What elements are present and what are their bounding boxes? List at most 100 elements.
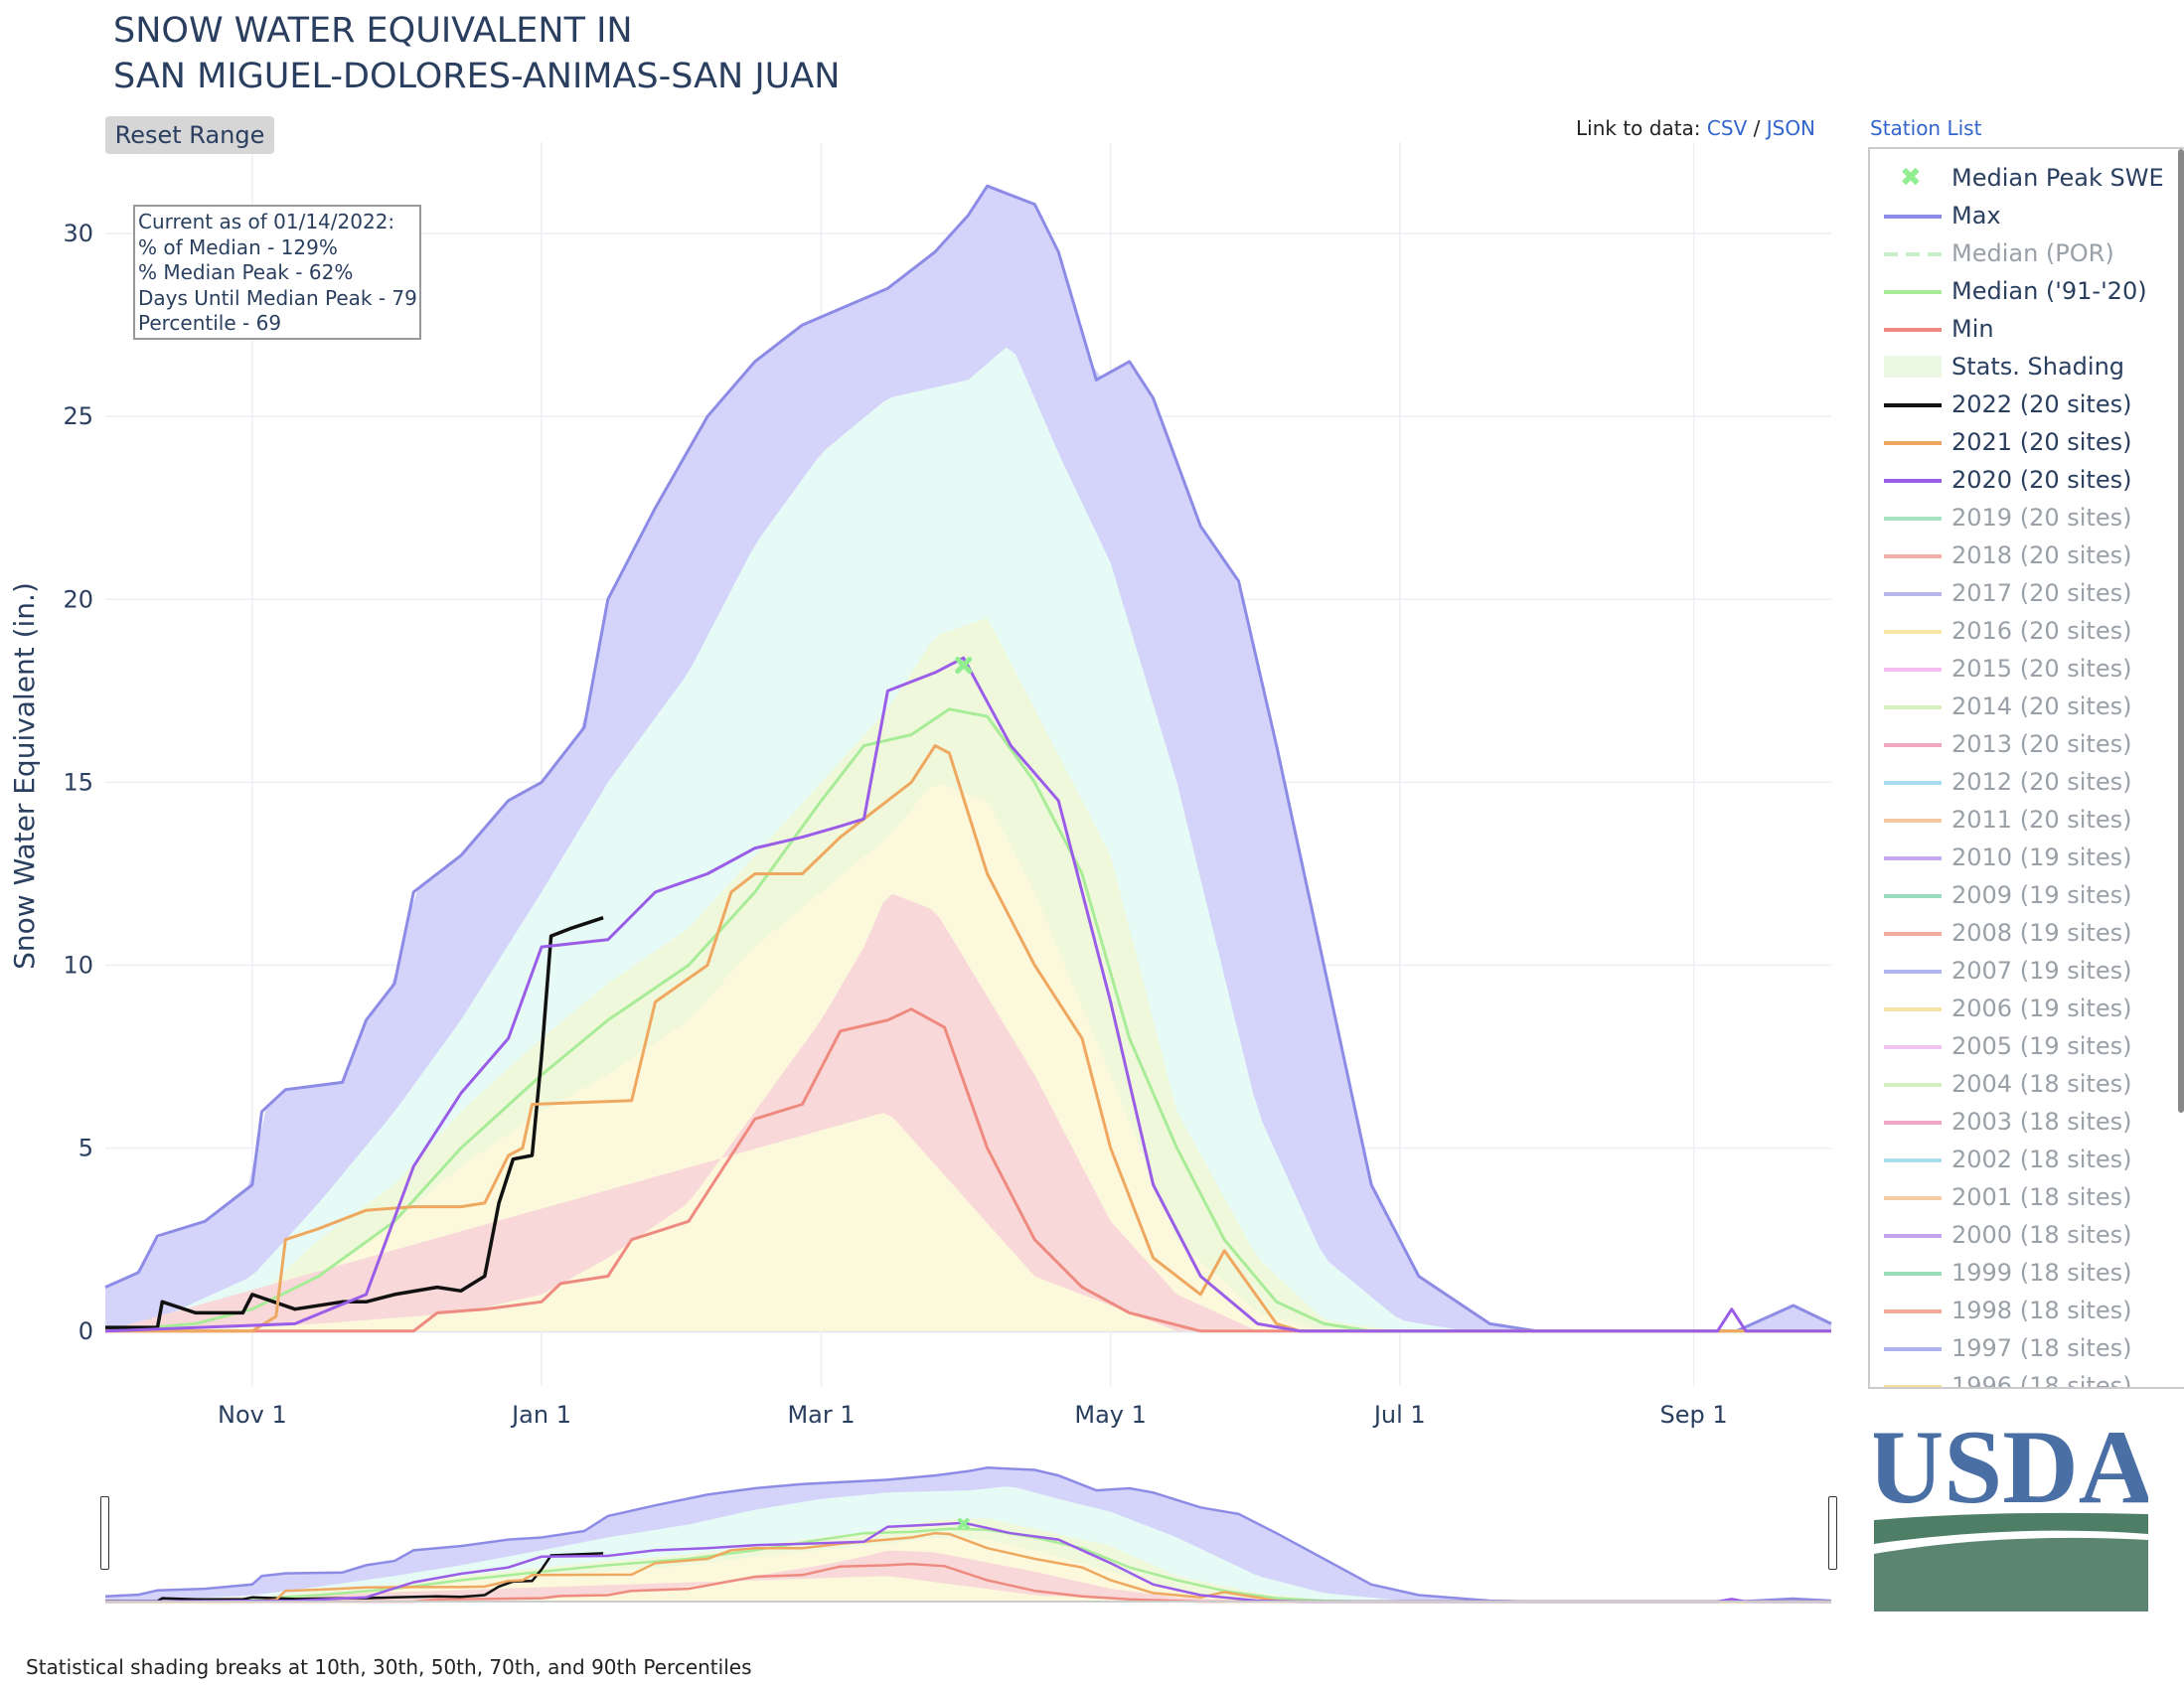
legend-label: 2002 (18 sites): [1951, 1146, 2132, 1173]
current-status-box: Current as of 01/14/2022: % of Median - …: [133, 205, 421, 340]
legend-swatch: [1884, 479, 1942, 483]
usda-logo: USDA: [1874, 1417, 2148, 1611]
legend-label: 2017 (20 sites): [1951, 579, 2132, 607]
legend-item[interactable]: ✖ Median Peak SWE: [1870, 159, 2184, 197]
legend-swatch: [1884, 1045, 1942, 1049]
legend-label: Median ('91-'20): [1951, 277, 2147, 305]
legend-label: 2020 (20 sites): [1951, 466, 2132, 494]
legend-label: 2003 (18 sites): [1951, 1108, 2132, 1136]
legend-label: 2019 (20 sites): [1951, 504, 2132, 532]
legend-item[interactable]: 2007 (19 sites): [1870, 952, 2184, 990]
legend-item[interactable]: 2017 (20 sites): [1870, 574, 2184, 612]
range-slider-left-handle[interactable]: [100, 1496, 109, 1570]
legend-swatch: [1884, 290, 1942, 294]
x-tick-label: May 1: [1074, 1401, 1147, 1429]
legend-item[interactable]: Median (POR): [1870, 234, 2184, 272]
range-slider-line: [104, 1527, 1831, 1604]
legend-item[interactable]: 2012 (20 sites): [1870, 763, 2184, 801]
chart-legend: ✖ Median Peak SWE Max Median (POR) Median ('…: [1868, 147, 2184, 1389]
legend-item[interactable]: 2006 (19 sites): [1870, 990, 2184, 1027]
legend-swatch: [1884, 1347, 1942, 1351]
station-list-link[interactable]: Station List: [1870, 116, 1982, 140]
legend-item[interactable]: 2013 (20 sites): [1870, 725, 2184, 763]
series-line: [105, 1007, 1831, 1333]
legend-swatch: [1884, 894, 1942, 898]
legend-label: 2007 (19 sites): [1951, 957, 2132, 985]
legend-label: 2022 (20 sites): [1951, 390, 2132, 418]
legend-swatch: [1884, 1007, 1942, 1011]
usda-logo-text: USDA: [1874, 1417, 2148, 1525]
range-slider[interactable]: [104, 1460, 1832, 1604]
legend-item[interactable]: 2005 (19 sites): [1870, 1027, 2184, 1065]
legend-swatch: [1884, 441, 1942, 445]
series-line: [105, 744, 1831, 1333]
x-marker-icon: ✖: [1900, 163, 1922, 193]
legend-label: 1997 (18 sites): [1951, 1334, 2132, 1362]
legend-item[interactable]: 1997 (18 sites): [1870, 1329, 2184, 1367]
csv-link[interactable]: CSV: [1706, 116, 1748, 140]
json-link[interactable]: JSON: [1766, 116, 1816, 140]
range-slider-line: [105, 1562, 1831, 1604]
y-tick-label: 10: [63, 952, 93, 980]
legend-swatch: [1884, 932, 1942, 936]
legend-label: 2005 (19 sites): [1951, 1032, 2132, 1060]
reset-range-button[interactable]: Reset Range: [105, 116, 274, 154]
legend-swatch: [1884, 403, 1942, 407]
legend-label: Median Peak SWE: [1951, 164, 2164, 192]
legend-label: Max: [1951, 202, 2001, 230]
legend-item[interactable]: 2003 (18 sites): [1870, 1103, 2184, 1141]
legend-item[interactable]: 2014 (20 sites): [1870, 688, 2184, 725]
legend-item[interactable]: 2018 (20 sites): [1870, 537, 2184, 574]
legend-swatch: [1884, 630, 1942, 634]
legend-scrollbar[interactable]: [2178, 149, 2184, 1113]
legend-label: 2008 (19 sites): [1951, 919, 2132, 947]
legend-label: 1996 (18 sites): [1951, 1372, 2132, 1389]
legend-item[interactable]: 2001 (18 sites): [1870, 1178, 2184, 1216]
legend-label: 2018 (20 sites): [1951, 541, 2132, 569]
range-slider-line: [105, 1531, 1831, 1604]
legend-item[interactable]: 1998 (18 sites): [1870, 1292, 2184, 1329]
legend-swatch: [1884, 1385, 1942, 1387]
series-line: [105, 916, 604, 1329]
info-line: Percentile - 69: [138, 311, 282, 335]
link-to-data-label: Link to data:: [1576, 116, 1701, 140]
x-tick-label: Sep 1: [1660, 1401, 1728, 1429]
legend-item[interactable]: 2016 (20 sites): [1870, 612, 2184, 650]
legend-item[interactable]: 2004 (18 sites): [1870, 1065, 2184, 1103]
legend-item[interactable]: Max: [1870, 197, 2184, 234]
legend-item[interactable]: Median ('91-'20): [1870, 272, 2184, 310]
legend-label: 2016 (20 sites): [1951, 617, 2132, 645]
legend-item[interactable]: 2011 (20 sites): [1870, 801, 2184, 839]
legend-label: Median (POR): [1951, 239, 2114, 267]
legend-item[interactable]: 2008 (19 sites): [1870, 914, 2184, 952]
legend-item[interactable]: 2019 (20 sites): [1870, 499, 2184, 537]
legend-item[interactable]: 2002 (18 sites): [1870, 1141, 2184, 1178]
legend-label: 2011 (20 sites): [1951, 806, 2132, 834]
legend-item[interactable]: 2010 (19 sites): [1870, 839, 2184, 876]
series-line: [104, 184, 1832, 1333]
info-line: % of Median - 129%: [138, 234, 338, 259]
legend-item[interactable]: 2021 (20 sites): [1870, 423, 2184, 461]
legend-item[interactable]: 2022 (20 sites): [1870, 385, 2184, 423]
legend-swatch: [1884, 1196, 1942, 1200]
legend-swatch: [1884, 743, 1942, 747]
legend-item[interactable]: 2000 (18 sites): [1870, 1216, 2184, 1254]
legend-item[interactable]: 2020 (20 sites): [1870, 461, 2184, 499]
legend-label: 2000 (18 sites): [1951, 1221, 2132, 1249]
legend-item[interactable]: 2015 (20 sites): [1870, 650, 2184, 688]
legend-label: 1999 (18 sites): [1951, 1259, 2132, 1287]
data-links: Link to data: CSV / JSON: [1576, 114, 1815, 142]
legend-swatch: [1884, 970, 1942, 974]
median-peak-marker: [955, 657, 973, 675]
legend-item[interactable]: 2009 (19 sites): [1870, 876, 2184, 914]
legend-label: 2009 (19 sites): [1951, 881, 2132, 909]
legend-swatch: [1884, 592, 1942, 596]
legend-item[interactable]: Min: [1870, 310, 2184, 348]
y-tick-label: 5: [78, 1135, 93, 1162]
legend-item[interactable]: 1999 (18 sites): [1870, 1254, 2184, 1292]
legend-item[interactable]: 1996 (18 sites): [1870, 1367, 2184, 1389]
range-slider-right-handle[interactable]: [1828, 1496, 1837, 1570]
legend-label: 2014 (20 sites): [1951, 692, 2132, 720]
legend-item[interactable]: Stats. Shading: [1870, 348, 2184, 385]
